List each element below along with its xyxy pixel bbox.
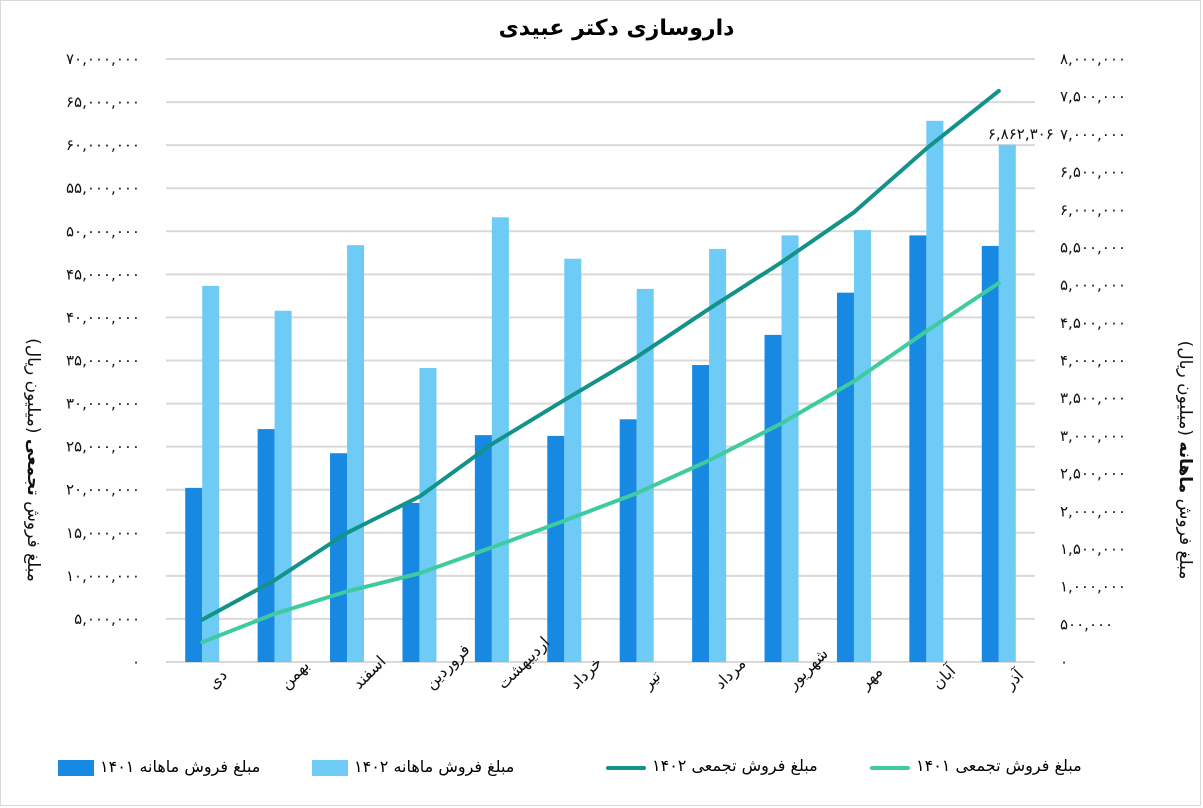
right-axis-tick: ۸,۰۰۰,۰۰۰ [1060,50,1126,68]
legend-line-swatch-icon [870,765,910,770]
right-axis-tick: ۵,۰۰۰,۰۰۰ [1060,276,1126,294]
bar-monthly-1401 [692,365,710,662]
bar-monthly-1401 [402,502,420,662]
x-axis-category: دی [204,665,231,692]
x-axis-category: آذر [999,665,1029,695]
legend-item: مبلغ فروش ماهانه ۱۴۰۲ [312,756,514,776]
right-axis-tick: ۱,۵۰۰,۰۰۰ [1060,540,1126,558]
legend: مبلغ فروش ماهانه ۱۴۰۱ مبلغ فروش ماهانه ۱۴… [0,756,1203,786]
left-axis-tick: ۶۵,۰۰۰,۰۰۰ [66,93,140,111]
left-axis-tick: ۲۰,۰۰۰,۰۰۰ [66,481,140,499]
bar-monthly-1402 [998,144,1016,663]
right-axis-tick: ۳,۰۰۰,۰۰۰ [1060,427,1126,445]
legend-bar-swatch-icon [58,760,94,776]
bar-monthly-1402 [202,285,220,662]
x-axis-category: آبان [928,660,961,693]
right-axis-tick: ۶,۵۰۰,۰۰۰ [1060,163,1126,181]
bar-monthly-1402 [564,258,582,662]
x-axis-category: تیر [637,667,665,695]
bar-monthly-1401 [836,292,854,662]
left-axis-tick: ۱۵,۰۰۰,۰۰۰ [66,524,140,542]
right-axis-tick: ۴,۵۰۰,۰۰۰ [1060,314,1126,332]
right-axis-tick: ۷,۵۰۰,۰۰۰ [1060,88,1126,106]
legend-label: مبلغ فروش تجمعی ۱۴۰۲ [652,756,818,775]
bar-monthly-1402 [853,230,871,662]
bar-monthly-1401 [257,429,275,662]
right-axis-tick: ۲,۵۰۰,۰۰۰ [1060,465,1126,483]
line-cumulative-1402 [200,88,1001,622]
bar-monthly-1402 [636,288,654,662]
left-axis-tick: ۳۵,۰۰۰,۰۰۰ [66,352,140,370]
right-axis-tick: ۲,۰۰۰,۰۰۰ [1060,502,1126,520]
legend-label: مبلغ فروش ماهانه ۱۴۰۲ [354,756,515,776]
left-axis-tick: ۴۰,۰۰۰,۰۰۰ [66,308,140,326]
bar-monthly-1402 [781,235,799,662]
right-axis-tick: ۷,۰۰۰,۰۰۰ [1060,125,1126,143]
bar-monthly-1401 [547,435,565,662]
x-axis-category: مهر [855,662,887,694]
legend-line-swatch-icon [606,765,646,770]
bar-monthly-1401 [185,487,203,662]
legend-item: مبلغ فروش تجمعی ۱۴۰۱ [870,756,1082,775]
chart-title: داروسازی دکتر عبیدی [498,16,735,41]
left-axis-tick: ۵۵,۰۰۰,۰۰۰ [66,179,140,197]
data-label: ۶,۸۶۲,۳۰۶ [988,125,1054,143]
legend-bar-swatch-icon [312,760,348,776]
bar-monthly-1402 [419,368,437,662]
bar-monthly-1401 [764,334,782,662]
right-axis-tick: ۵۰۰,۰۰۰ [1060,615,1113,633]
left-axis-tick: ۴۵,۰۰۰,۰۰۰ [66,265,140,283]
right-axis-tick: ۶,۰۰۰,۰۰۰ [1060,201,1126,219]
left-axis-tick: ۵۰,۰۰۰,۰۰۰ [66,222,140,240]
line-cumulative-1401 [200,281,1001,645]
bar-monthly-1402 [347,245,365,662]
left-axis-tick: ۶۰,۰۰۰,۰۰۰ [66,136,140,154]
right-axis-tick: ۵,۵۰۰,۰۰۰ [1060,238,1126,256]
bar-monthly-1401 [330,453,348,662]
left-axis-tick: ۷۰,۰۰۰,۰۰۰ [66,50,140,68]
right-axis-title: مبلغ فروش ماهانه (میلیون ریال) [1175,341,1195,580]
left-axis-tick: ۱۰,۰۰۰,۰۰۰ [66,567,140,585]
legend-label: مبلغ فروش تجمعی ۱۴۰۱ [916,756,1082,775]
right-axis-tick: ۰ [1060,653,1068,671]
right-axis-tick: ۱,۰۰۰,۰۰۰ [1060,578,1126,596]
legend-label: مبلغ فروش ماهانه ۱۴۰۱ [100,756,261,776]
right-axis-tick: ۳,۵۰۰,۰۰۰ [1060,389,1126,407]
left-axis-tick: ۰ [132,653,140,671]
bar-monthly-1402 [926,120,944,663]
left-axis-tick: ۵,۰۰۰,۰۰۰ [74,610,140,628]
bar-monthly-1401 [909,235,927,662]
bar-monthly-1401 [981,245,999,662]
left-axis-tick: ۲۵,۰۰۰,۰۰۰ [66,438,140,456]
bar-monthly-1401 [619,419,637,662]
legend-item: مبلغ فروش تجمعی ۱۴۰۲ [606,756,818,775]
left-axis-title: مبلغ فروش تجمعی (میلیون ریال) [23,338,43,582]
legend-item: مبلغ فروش ماهانه ۱۴۰۱ [58,756,260,776]
right-axis-tick: ۴,۰۰۰,۰۰۰ [1060,352,1126,370]
left-axis-tick: ۳۰,۰۰۰,۰۰۰ [66,395,140,413]
